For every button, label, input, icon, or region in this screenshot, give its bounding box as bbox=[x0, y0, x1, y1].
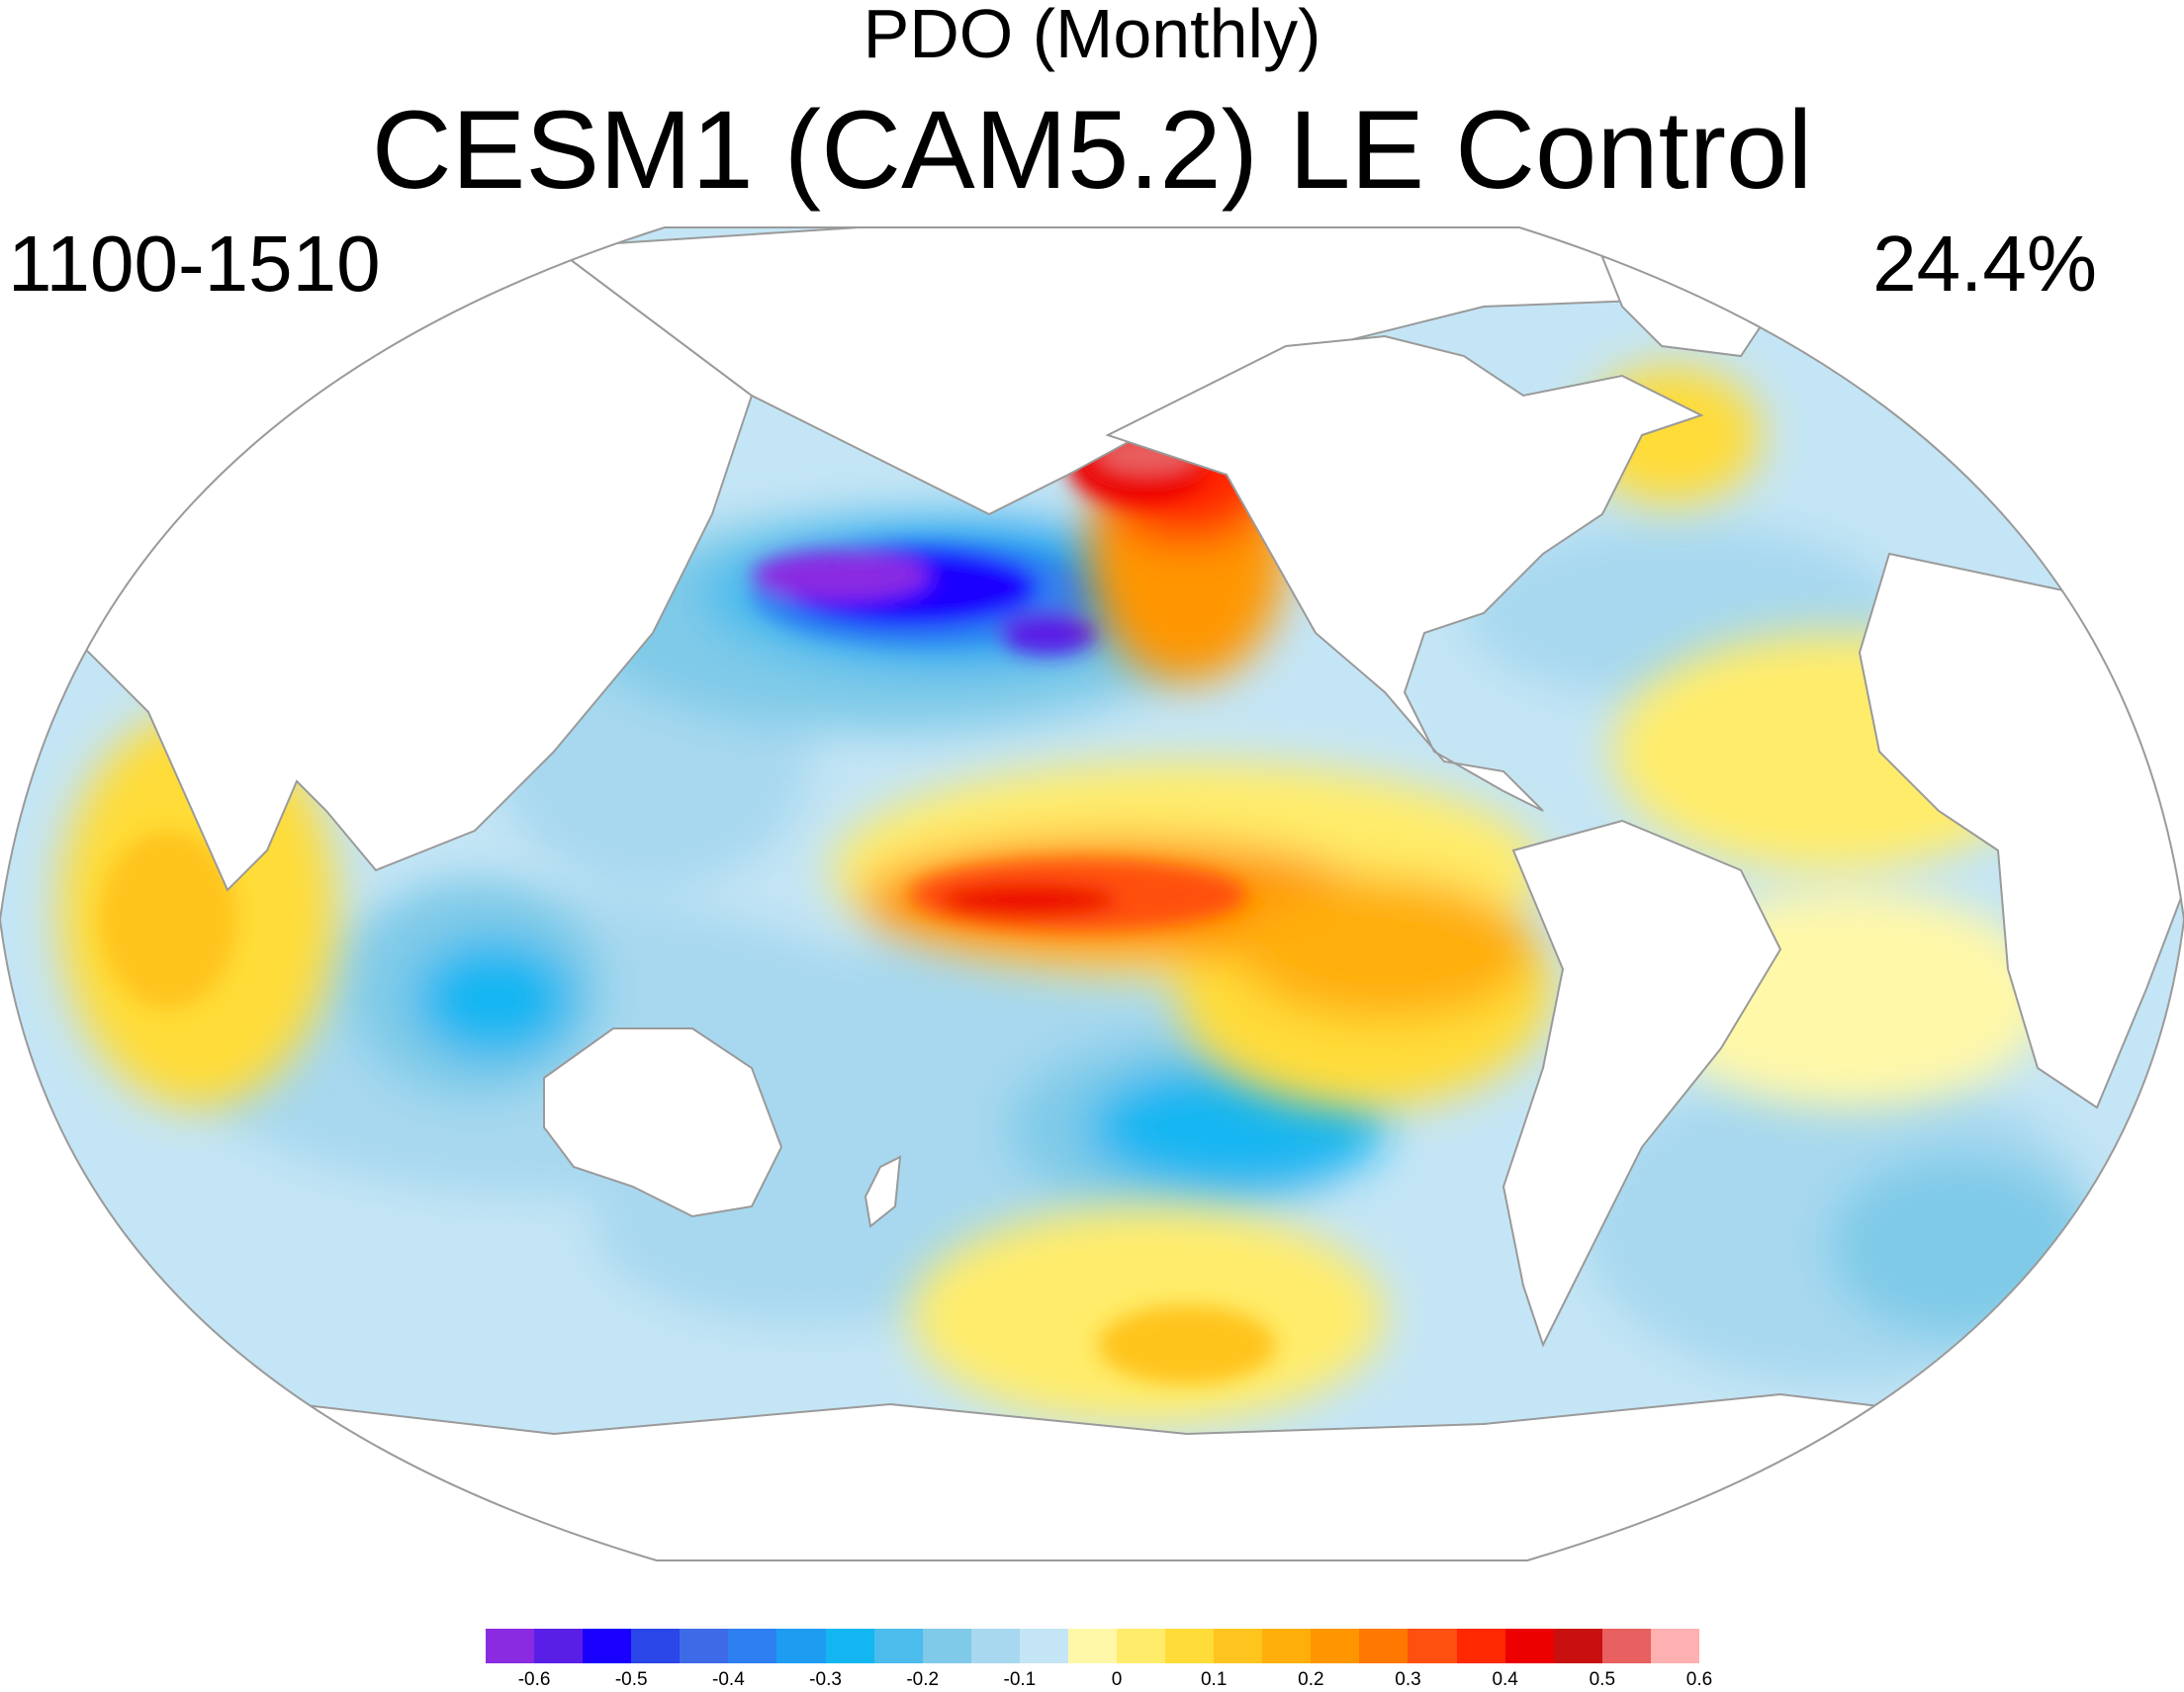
colorbar-swatch bbox=[922, 1629, 971, 1663]
colorbar-swatch bbox=[1214, 1629, 1263, 1663]
map-frame bbox=[0, 226, 2184, 1561]
colorbar-swatch bbox=[1019, 1629, 1068, 1663]
colorbar-swatch bbox=[776, 1629, 826, 1663]
colorbar-tick-label: -0.2 bbox=[906, 1669, 940, 1690]
colorbar-tick-label: 0.2 bbox=[1298, 1669, 1324, 1690]
map-title: CESM1 (CAM5.2) LE Control bbox=[371, 88, 1813, 212]
colorbar bbox=[486, 1629, 1699, 1663]
map-subtitle: PDO (Monthly) bbox=[863, 0, 1321, 72]
colorbar-swatch bbox=[680, 1629, 729, 1663]
colorbar-swatch bbox=[1117, 1629, 1166, 1663]
colorbar-swatch bbox=[1311, 1629, 1360, 1663]
colorbar-swatch bbox=[825, 1629, 874, 1663]
colorbar-swatch bbox=[631, 1629, 681, 1663]
colorbar-swatch bbox=[1408, 1629, 1457, 1663]
colorbar-swatch bbox=[728, 1629, 777, 1663]
colorbar-swatch bbox=[1165, 1629, 1215, 1663]
land-north-america bbox=[1105, 334, 1704, 812]
colorbar-swatch bbox=[1601, 1629, 1651, 1663]
period-label: 1100-1510 bbox=[8, 220, 381, 308]
pdo-pattern-map bbox=[0, 226, 2184, 1561]
colorbar-tick-label: -0.5 bbox=[614, 1669, 648, 1690]
land-south-america bbox=[1502, 819, 1782, 1348]
colorbar-ticks: -0.6 -0.5 -0.4 -0.3 -0.2 -0.1 0 0.1 0.2 0.3 0.4 0.5… bbox=[486, 1669, 1713, 1692]
colorbar-tick-label: 0.3 bbox=[1395, 1669, 1421, 1690]
colorbar-tick-label: -0.4 bbox=[712, 1669, 745, 1690]
colorbar-swatch bbox=[873, 1629, 923, 1663]
colorbar-swatch bbox=[583, 1629, 632, 1663]
colorbar-tick-label: 0 bbox=[1111, 1669, 1123, 1690]
colorbar-swatch bbox=[1067, 1629, 1118, 1663]
colorbar-swatch bbox=[1359, 1629, 1409, 1663]
colorbar-swatch bbox=[1504, 1629, 1554, 1663]
colorbar-tick-label: 0.5 bbox=[1589, 1669, 1616, 1690]
land-new-zealand bbox=[864, 1155, 902, 1228]
colorbar-tick-label: -0.3 bbox=[809, 1669, 842, 1690]
variance-explained-label: 24.4% bbox=[1872, 220, 2097, 308]
colorbar-swatch bbox=[1456, 1629, 1505, 1663]
colorbar-tick-label: -0.6 bbox=[517, 1669, 551, 1690]
sst-anomaly-field bbox=[59, 366, 2097, 1424]
colorbar-swatch bbox=[1553, 1629, 1602, 1663]
colorbar-swatch bbox=[970, 1629, 1020, 1663]
colorbar-tick-label: 0.4 bbox=[1492, 1669, 1518, 1690]
colorbar-swatch bbox=[486, 1629, 535, 1663]
colorbar-tick-label: 0.1 bbox=[1200, 1669, 1228, 1690]
colorbar-swatch bbox=[1650, 1629, 1699, 1663]
colorbar-swatch bbox=[1262, 1629, 1312, 1663]
colorbar-tick-label: -0.1 bbox=[1003, 1669, 1037, 1690]
colorbar-swatch bbox=[534, 1629, 584, 1663]
colorbar-tick-label: 0.6 bbox=[1685, 1669, 1713, 1690]
land-australia bbox=[543, 1027, 783, 1218]
